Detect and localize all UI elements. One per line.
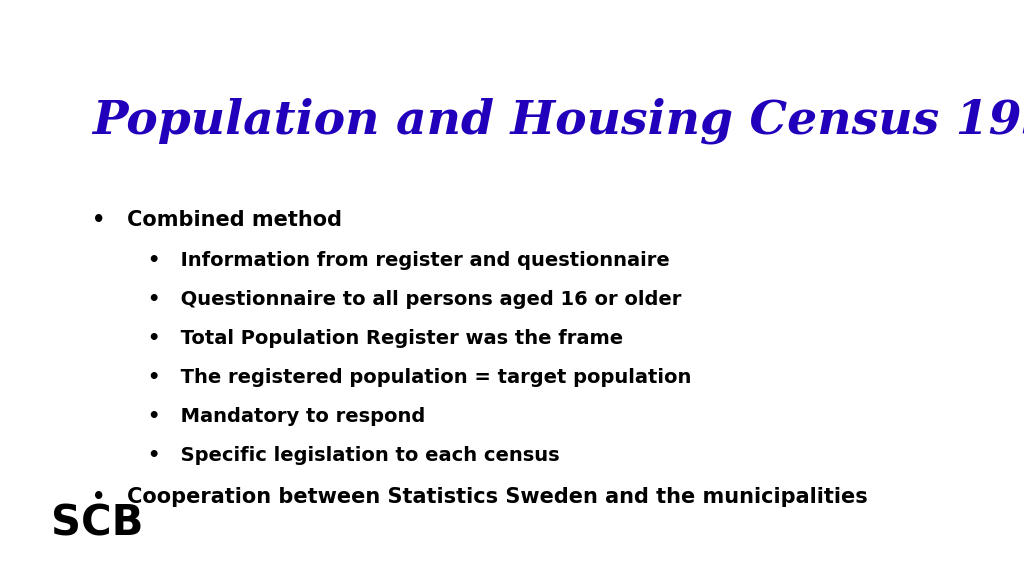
Text: •   Information from register and questionnaire: • Information from register and question… [148, 251, 671, 270]
Text: •   Mandatory to respond: • Mandatory to respond [148, 407, 426, 426]
Text: Population and Housing Census 1990: Population and Housing Census 1990 [92, 98, 1024, 145]
Text: •   Total Population Register was the frame: • Total Population Register was the fram… [148, 329, 624, 348]
Text: •   Cooperation between Statistics Sweden and the municipalities: • Cooperation between Statistics Sweden … [92, 487, 868, 507]
Text: •   Specific legislation to each census: • Specific legislation to each census [148, 446, 560, 465]
Text: •   Questionnaire to all persons aged 16 or older: • Questionnaire to all persons aged 16 o… [148, 290, 682, 309]
Text: SCB: SCB [51, 502, 143, 544]
Text: •   The registered population = target population: • The registered population = target pop… [148, 368, 692, 387]
Text: •   Combined method: • Combined method [92, 210, 342, 230]
